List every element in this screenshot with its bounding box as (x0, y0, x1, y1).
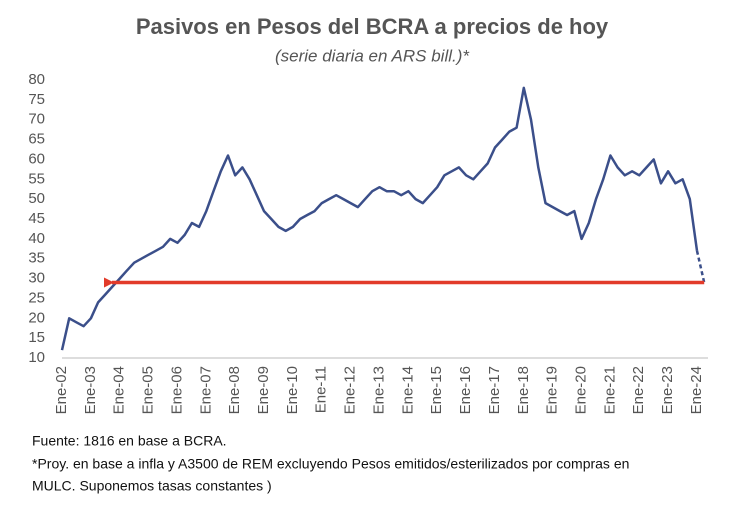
x-tick-label: Ene-06 (168, 366, 185, 414)
y-tick-label: 40 (28, 230, 45, 247)
x-tick-label: Ene-23 (659, 366, 676, 414)
series-line (60, 86, 699, 351)
x-tick-label: Ene-15 (428, 366, 445, 414)
x-tick-label: Ene-13 (370, 366, 387, 414)
chart-subtitle: (serie diaria en ARS bill.)* (275, 46, 470, 65)
x-tick-label: Ene-24 (688, 366, 705, 414)
y-tick-label: 55 (28, 170, 45, 187)
y-tick-label: 45 (28, 210, 45, 227)
y-tick-label: 65 (28, 131, 45, 148)
y-tick-label: 60 (28, 150, 45, 167)
x-tick-label: Ene-04 (111, 366, 128, 414)
x-tick-label: Ene-17 (486, 366, 503, 414)
x-tick-label: Ene-02 (53, 366, 70, 414)
x-tick-label: Ene-11 (313, 366, 330, 413)
y-tick-label: 80 (28, 71, 45, 88)
y-tick-label: 35 (28, 250, 45, 267)
chart-title: Pasivos en Pesos del BCRA a precios de h… (136, 14, 609, 39)
y-tick-label: 25 (28, 289, 45, 306)
note: Fuente: 1816 en base a BCRA. (32, 433, 227, 449)
y-tick-label: 50 (28, 190, 45, 207)
y-tick-label: 10 (28, 349, 45, 366)
x-tick-label: Ene-10 (284, 366, 301, 414)
x-tick-label: Ene-09 (255, 366, 272, 414)
x-tick-label: Ene-16 (457, 366, 474, 414)
y-tick-label: 15 (28, 329, 45, 346)
x-tick-label: Ene-14 (399, 366, 416, 414)
x-tick-label: Ene-20 (573, 366, 590, 414)
y-tick-label: 30 (28, 270, 45, 287)
x-tick-label: Ene-05 (140, 366, 157, 414)
x-tick-label: Ene-21 (601, 366, 618, 414)
y-tick-label: 20 (28, 309, 45, 326)
y-tick-label: 70 (28, 111, 45, 128)
x-tick-label: Ene-03 (82, 366, 99, 414)
x-tick-label: Ene-08 (226, 366, 243, 414)
note: MULC. Suponemos tasas constantes ) (32, 478, 272, 494)
series-line (695, 250, 706, 283)
x-tick-label: Ene-22 (630, 366, 647, 414)
note: *Proy. en base a infla y A3500 de REM ex… (32, 456, 629, 472)
x-tick-label: Ene-18 (515, 366, 532, 414)
y-tick-label: 75 (28, 91, 45, 108)
x-tick-label: Ene-07 (197, 366, 214, 414)
x-tick-label: Ene-19 (544, 366, 561, 414)
x-tick-label: Ene-12 (342, 366, 359, 414)
